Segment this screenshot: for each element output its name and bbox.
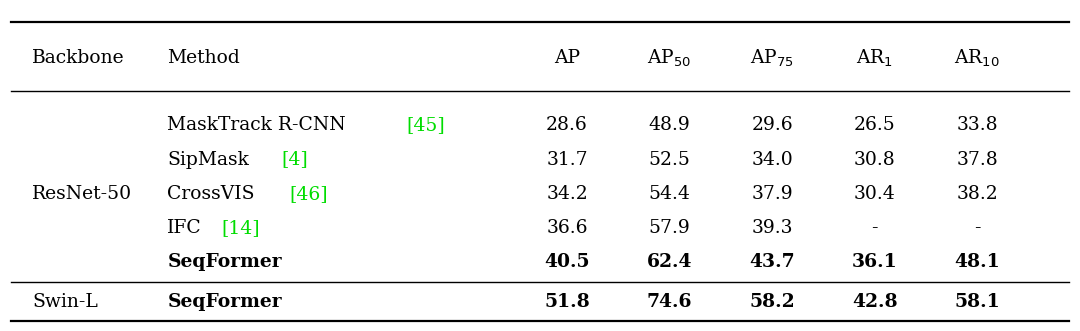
Text: 74.6: 74.6 [647, 293, 692, 311]
Text: MaskTrack R-CNN: MaskTrack R-CNN [167, 116, 346, 134]
Text: [4]: [4] [282, 151, 309, 168]
Text: AP$_{50}$: AP$_{50}$ [647, 47, 692, 69]
Text: AR$_{10}$: AR$_{10}$ [955, 47, 1000, 69]
Text: 42.8: 42.8 [852, 293, 897, 311]
Text: 26.5: 26.5 [854, 116, 895, 134]
Text: 36.1: 36.1 [852, 254, 897, 271]
Text: 48.1: 48.1 [955, 254, 1000, 271]
Text: SipMask: SipMask [167, 151, 249, 168]
Text: 31.7: 31.7 [546, 151, 588, 168]
Text: CrossVIS: CrossVIS [167, 185, 255, 203]
Text: 33.8: 33.8 [957, 116, 998, 134]
Text: Backbone: Backbone [32, 49, 125, 67]
Text: Swin-L: Swin-L [32, 293, 98, 311]
Text: 37.9: 37.9 [752, 185, 793, 203]
Text: 28.6: 28.6 [546, 116, 588, 134]
Text: 39.3: 39.3 [752, 219, 793, 237]
Text: 43.7: 43.7 [750, 254, 795, 271]
Text: SeqFormer: SeqFormer [167, 293, 282, 311]
Text: -: - [872, 219, 878, 237]
Text: [45]: [45] [406, 116, 445, 134]
Text: [14]: [14] [221, 219, 259, 237]
Text: 34.0: 34.0 [752, 151, 793, 168]
Text: [46]: [46] [289, 185, 327, 203]
Text: AP: AP [554, 49, 580, 67]
Text: 57.9: 57.9 [649, 219, 690, 237]
Text: 37.8: 37.8 [957, 151, 998, 168]
Text: 58.2: 58.2 [750, 293, 795, 311]
Text: 34.2: 34.2 [546, 185, 588, 203]
Text: 36.6: 36.6 [546, 219, 588, 237]
Text: IFC: IFC [167, 219, 202, 237]
Text: 54.4: 54.4 [649, 185, 690, 203]
Text: AP$_{75}$: AP$_{75}$ [751, 47, 794, 69]
Text: 58.1: 58.1 [955, 293, 1000, 311]
Text: 52.5: 52.5 [649, 151, 690, 168]
Text: 40.5: 40.5 [544, 254, 590, 271]
Text: 51.8: 51.8 [544, 293, 590, 311]
Text: AR$_{1}$: AR$_{1}$ [856, 47, 893, 69]
Text: Method: Method [167, 49, 240, 67]
Text: 62.4: 62.4 [647, 254, 692, 271]
Text: -: - [974, 219, 981, 237]
Text: ResNet-50: ResNet-50 [32, 185, 133, 203]
Text: 29.6: 29.6 [752, 116, 793, 134]
Text: 48.9: 48.9 [649, 116, 690, 134]
Text: 38.2: 38.2 [957, 185, 998, 203]
Text: SeqFormer: SeqFormer [167, 254, 282, 271]
Text: 30.4: 30.4 [854, 185, 895, 203]
Text: 30.8: 30.8 [854, 151, 895, 168]
